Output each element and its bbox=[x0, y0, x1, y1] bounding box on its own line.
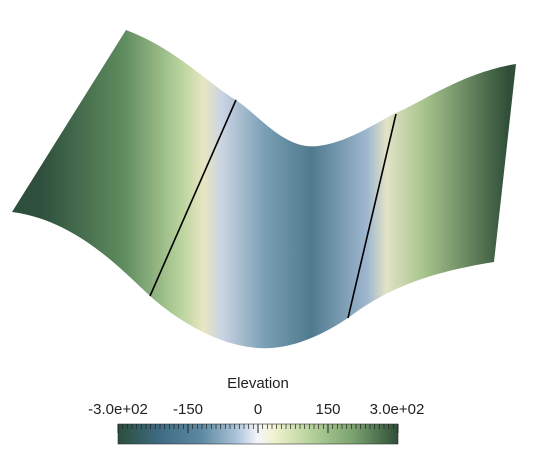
contour-line-left bbox=[149, 99, 237, 297]
colorbar-tick-label-150: 150 bbox=[315, 401, 341, 418]
elevation-surface[interactable] bbox=[12, 30, 516, 349]
colorbar-tick-label-zero: 0 bbox=[253, 401, 263, 418]
colorbar-tick-label-min: -3.0e+02 bbox=[88, 401, 148, 418]
colorbar-ticks bbox=[117, 424, 399, 433]
colorbar-tick-label-max: 3.0e+02 bbox=[369, 401, 425, 418]
contour-line-right bbox=[347, 113, 397, 319]
colorbar-tick-label-neg150: -150 bbox=[172, 401, 204, 418]
colorbar-title: Elevation bbox=[227, 375, 289, 392]
